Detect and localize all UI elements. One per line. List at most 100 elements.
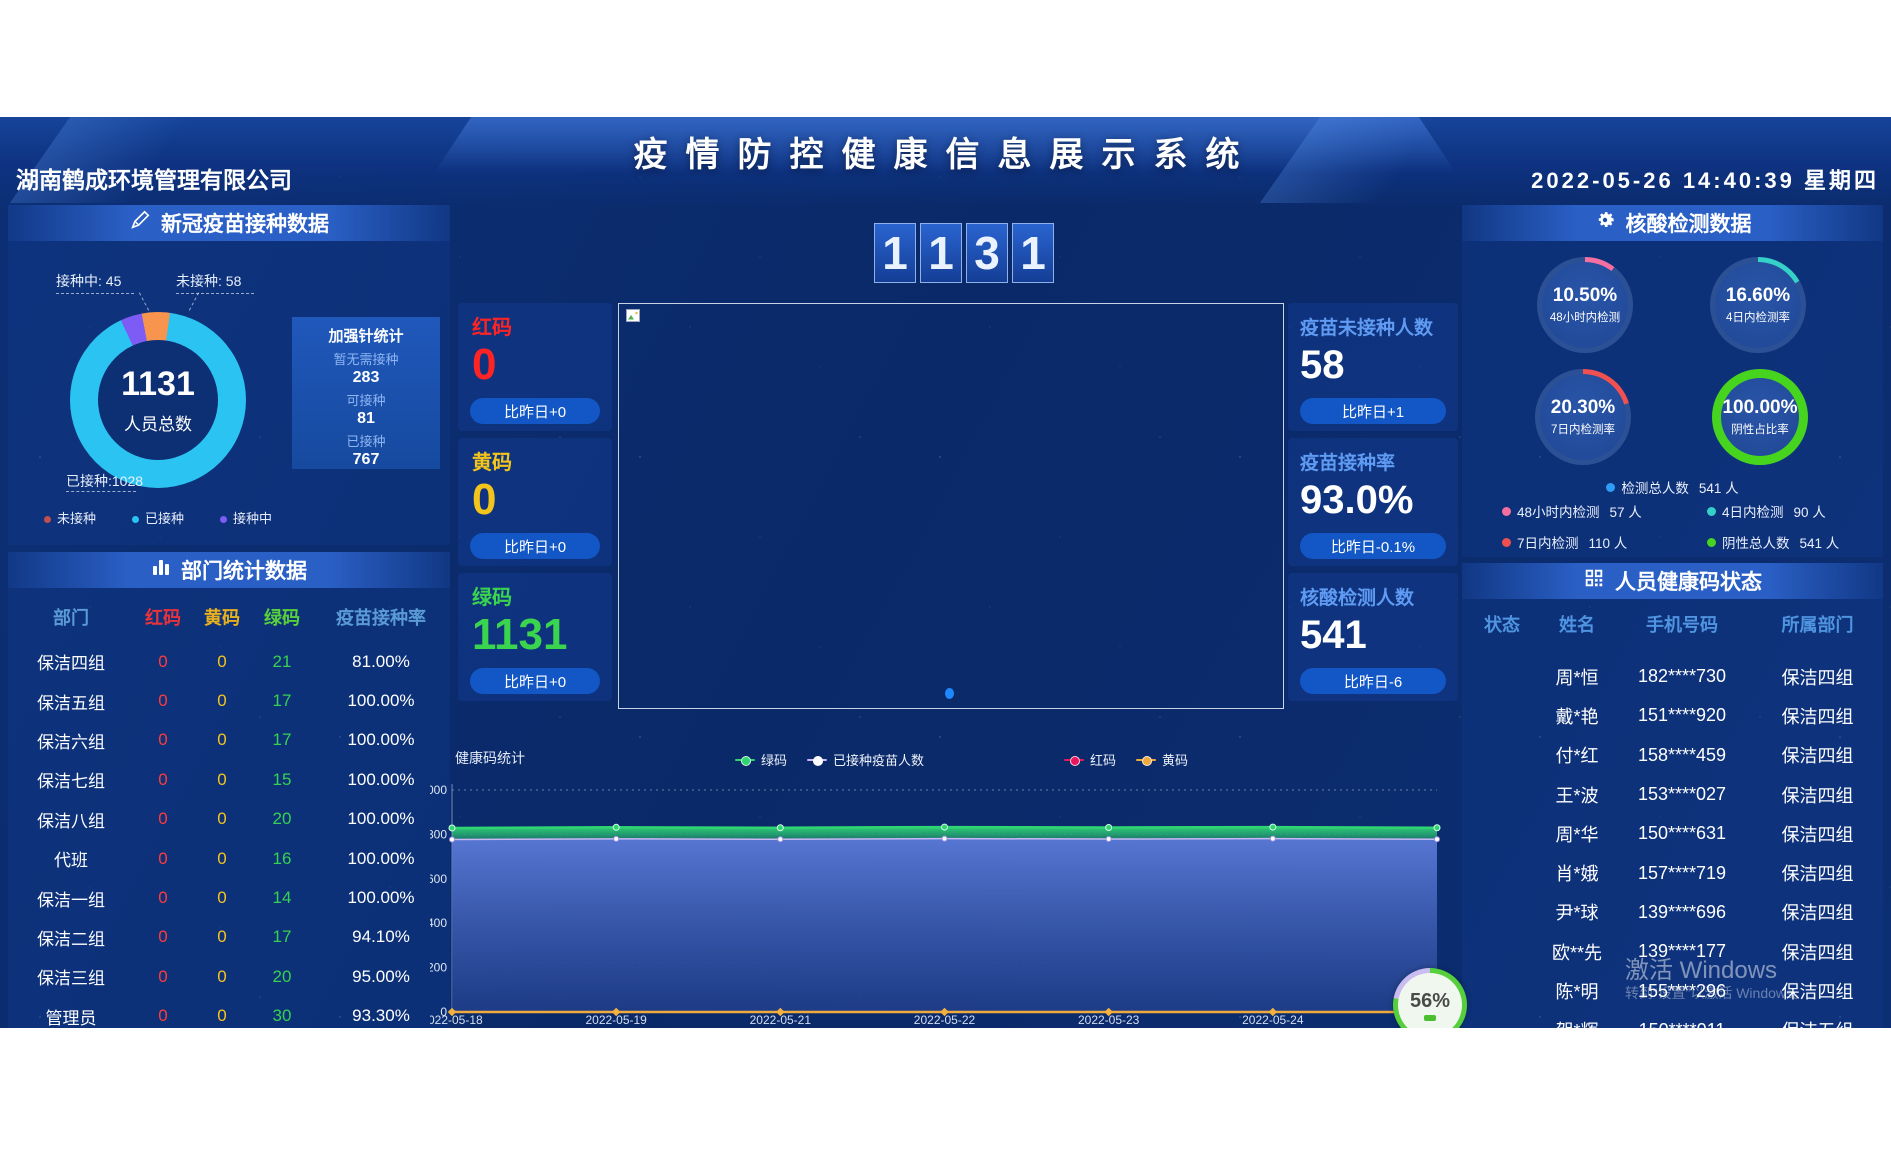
progress-widget-face: 56% [1398,973,1462,1028]
svg-text:600: 600 [430,872,447,886]
svg-text:200: 200 [430,961,447,975]
vaccine-panel-title: 新冠疫苗接种数据 [8,205,450,241]
red-code-label: 红码 [472,317,512,339]
svg-text:2022-05-19: 2022-05-19 [585,1013,647,1027]
health-table-row: 陈*明 155****296 保洁四组 [1555,980,1854,1003]
big-number-digit: 1 [920,223,962,283]
nucleic-legend-grid: 48小时内检测 57 人 4日内检测 90 人 7日内检测 110 人阴性总人数 541 人 [1502,501,1887,552]
health-table-row: 付*红 158****459 保洁四组 [1555,744,1854,767]
page-title: 疫情防控健康信息展示系统 [633,136,1258,174]
legend-dot [1606,482,1616,492]
donut-callout-vaccinated: 已接种:1028 [66,473,144,489]
video-control-dot[interactable] [945,688,954,699]
qr-code-icon [1583,567,1605,595]
donut-legend: 未接种 已接种 接种中 [44,508,272,527]
callout-dash [56,293,134,294]
legend-dot [44,516,51,523]
legend-dot [1502,537,1511,547]
legend-dot [1707,506,1716,516]
nucleic-panel-title: 核酸检测数据 [1462,205,1883,241]
total-people-count: 1131 [121,365,195,403]
dept-table-row: 保洁五组 0 0 17 100.00% [37,691,415,713]
callout-dash [176,293,254,294]
svg-text:1,000: 1,000 [430,783,447,797]
legend-dot [1707,537,1716,547]
yellow-code-value: 0 [472,475,497,524]
chart-legend-item[interactable]: 黄码 [1136,750,1188,769]
health-table-row: 肖*娥 157****719 保洁四组 [1555,862,1854,885]
gauge-4d: 16.60% 4日内检测率 [1710,257,1806,353]
callout-connector [188,292,200,311]
legend-dot [1502,506,1511,516]
vaccination-rate-stat-card: 疫苗接种率 93.0% 比昨日-0.1% [1288,438,1458,566]
health-table-row: 欧**先 139****177 保洁四组 [1551,941,1854,963]
header-sheen [430,117,1460,179]
yellow-code-delta-pill: 比昨日+0 [470,533,600,559]
red-code-delta-pill: 比昨日+0 [470,398,600,424]
green-code-delta-pill: 比昨日+0 [470,668,600,694]
svg-text:2022-05-23: 2022-05-23 [1078,1013,1140,1027]
nucleic-count-stat-card: 核酸检测人数 541 比昨日-6 [1288,573,1458,701]
big-number-digit: 3 [966,223,1008,283]
booster-items: 暂无需接种 283 可接种 81 已接种 767 [333,352,399,468]
vaccination-rate-value: 93.0% [1300,478,1414,522]
green-code-value: 1131 [472,610,568,659]
booster-stats-box: 加强针统计 暂无需接种 283 可接种 81 已接种 767 [292,317,440,469]
svg-text:2022-05-18: 2022-05-18 [430,1013,483,1027]
dept-table-row: 管理员 0 0 30 93.30% [45,1006,410,1028]
windows-activation-watermark: 激活 Windows [1625,957,1778,984]
floating-progress-widget[interactable]: 56% [1393,968,1467,1028]
gauge-48h: 10.50% 48小时内检测 [1537,257,1633,353]
nucleic-count-label: 核酸检测人数 [1300,588,1415,609]
gear-icon [1594,209,1616,237]
total-people-label: 人员总数 [124,415,192,434]
health-panel-title: 人员健康码状态 [1462,563,1883,599]
unvaccinated-delta-pill: 比昨日+1 [1300,398,1446,424]
dept-table-row: 保洁八组 0 0 20 100.00% [37,809,415,831]
nucleic-legend-total: 检测总人数 541 人 [1462,477,1883,497]
nucleic-legend-item: 检测总人数 541 人 [1606,477,1739,497]
nucleic-legend-item: 7日内检测 110 人 [1502,532,1707,552]
broken-image-icon [626,309,644,330]
gauge-negative-rate: 100.00% 阴性占比率 [1712,369,1808,465]
callout-connector [138,292,150,311]
svg-text:2022-05-22: 2022-05-22 [914,1013,976,1027]
bar-chart-icon [151,557,171,583]
chart-legend-item[interactable]: 已接种疫苗人数 [807,750,924,769]
nucleic-legend-item: 48小时内检测 57 人 [1502,501,1707,521]
health-code-status-panel: 人员健康码状态 状态 姓名 手机号码 所属部门 周*恒 182****730 保洁四组 戴*… [1462,563,1883,1028]
vaccination-rate-label: 疫苗接种率 [1300,453,1396,474]
svg-text:800: 800 [430,827,447,841]
dashboard-stage: 湖南鹤成环境管理有限公司 疫情防控健康信息展示系统 2022-05-26 14:… [0,117,1891,1028]
gauge-7d: 20.30% 7日内检测率 [1535,369,1631,465]
datetime-display: 2022-05-26 14:40:39 星期四 [1531,168,1879,193]
nucleic-count-value: 541 [1300,613,1367,657]
health-table-row: 周*华 150****631 保洁四组 [1555,823,1854,845]
health-table-row: 尹*球 139****696 保洁四组 [1555,901,1854,924]
chart-legend-item[interactable]: 绿码 [735,750,787,769]
legend-item: 未接种 [44,508,96,527]
unvaccinated-stat-card: 疫苗未接种人数 58 比昨日+1 [1288,303,1458,431]
unvaccinated-value: 58 [1300,343,1345,387]
red-code-card: 红码 0 比昨日+0 [458,303,612,431]
department-stats-panel: 部门统计数据 部门 红码 黄码 绿码 疫苗接种率 保洁四组 0 0 21 81.00% 保洁五组 0… [8,552,450,1028]
green-code-card: 绿码 1131 比昨日+0 [458,573,612,701]
company-name: 湖南鹤成环境管理有限公司 [16,167,292,193]
dept-table-row: 保洁六组 0 0 17 100.00% [37,730,415,752]
svg-text:2022-05-24: 2022-05-24 [1242,1013,1304,1027]
chart-legend-item[interactable]: 红码 [1064,750,1116,769]
svg-text:400: 400 [430,916,447,930]
nucleic-legend-item: 4日内检测 90 人 [1707,501,1887,521]
video-placeholder [618,303,1284,709]
dept-table-row: 保洁二组 0 0 17 94.10% [37,927,410,949]
big-number-digit: 1 [874,223,916,283]
booster-title: 加强针统计 [328,328,404,345]
svg-text:0: 0 [440,1005,447,1019]
dept-table-row: 保洁三组 0 0 20 95.00% [37,966,410,989]
chart-legend: 绿码 已接种疫苗人数 红码 黄码 [735,750,1188,769]
green-code-label: 绿码 [472,587,512,609]
legend-item: 接种中 [220,508,272,527]
donut-center: 1131 人员总数 [98,340,218,460]
windows-activation-watermark-sub: 转到“设置”以激活 Windows。 [1625,985,1808,1001]
